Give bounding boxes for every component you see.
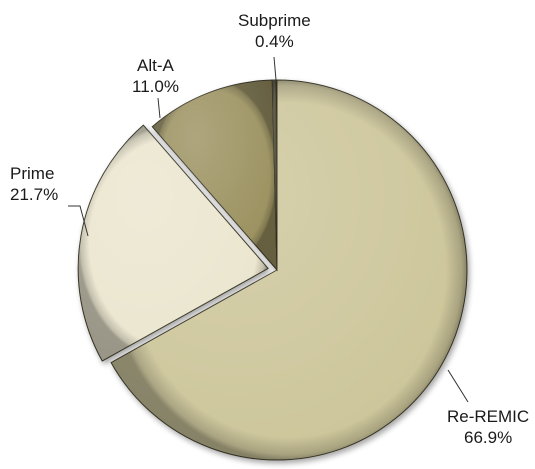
- slice-name: Re-REMIC: [447, 407, 530, 426]
- leader-line-prime: [68, 205, 89, 237]
- slice-name: Alt-A: [137, 56, 174, 75]
- slice-percent: 0.4%: [255, 32, 294, 51]
- slice-label-alt-a: Alt-A 11.0%: [132, 55, 179, 97]
- leader-line-re-remic: [447, 369, 469, 403]
- slice-label-re-remic: Re-REMIC 66.9%: [447, 406, 529, 448]
- slice-name: Subprime: [238, 11, 311, 30]
- slice-percent: 66.9%: [463, 428, 513, 447]
- leader-line-subprime: [273, 56, 277, 81]
- slice-label-subprime: Subprime 0.4%: [238, 10, 311, 52]
- leader-line-alt-a: [157, 97, 161, 119]
- slice-percent: 11.0%: [132, 77, 179, 96]
- slice-label-prime: Prime 21.7%: [10, 163, 58, 205]
- slice-name: Prime: [10, 164, 55, 183]
- slice-percent: 21.7%: [10, 185, 59, 204]
